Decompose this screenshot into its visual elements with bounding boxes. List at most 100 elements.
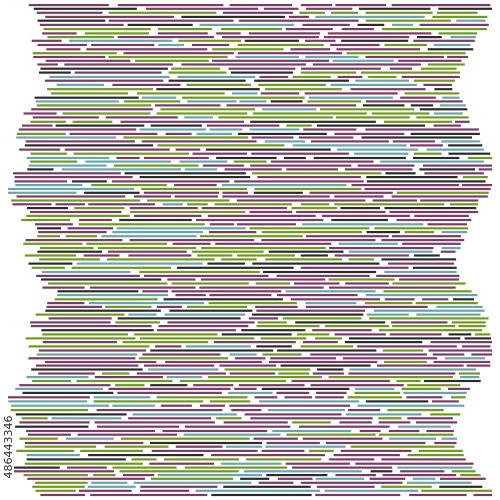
- stripe-line: [391, 4, 491, 7]
- stripe-line: [316, 485, 375, 488]
- stripe-line: [24, 441, 144, 445]
- stripe-line: [162, 203, 183, 206]
- stripe-line: [300, 71, 357, 74]
- stripe-line: [28, 433, 71, 436]
- stripe-line: [460, 474, 481, 477]
- stripe-line: [158, 325, 249, 328]
- stripe-line: [117, 391, 222, 394]
- stripe-line: [433, 43, 471, 47]
- stripe-line: [439, 477, 486, 480]
- stripe-line: [150, 349, 274, 352]
- stripe-line: [438, 7, 492, 10]
- stripe-line: [426, 148, 484, 151]
- stripe-line: [167, 321, 255, 324]
- stripe-line: [404, 231, 434, 234]
- stripe-line: [382, 28, 487, 31]
- stripe-line: [184, 466, 288, 469]
- stripe-line: [404, 92, 460, 95]
- stripe-line: [36, 353, 138, 356]
- stripe-line: [25, 140, 135, 143]
- stripe-line: [320, 108, 415, 111]
- stripe-line: [49, 75, 170, 79]
- stripe-line: [407, 454, 464, 457]
- stripe-line: [389, 333, 442, 336]
- stripe-line: [25, 337, 136, 340]
- stripe-line: [422, 298, 449, 301]
- stripe-line: [330, 43, 380, 47]
- stripe-line: [27, 168, 54, 171]
- stripe-line: [341, 28, 374, 31]
- stripe-line: [432, 353, 465, 356]
- stripe-line: [36, 104, 152, 107]
- stripe-line: [392, 282, 466, 285]
- stripe-line: [51, 417, 122, 420]
- stripe-line: [284, 396, 313, 399]
- stripe-line: [16, 136, 117, 139]
- stripe-line: [156, 112, 248, 115]
- stripe-line: [221, 258, 257, 261]
- stripe-line: [199, 286, 324, 289]
- stripe-line: [167, 278, 196, 281]
- stripe-line: [42, 286, 85, 289]
- stripe-line: [448, 152, 491, 155]
- stripe-line: [128, 313, 157, 316]
- stripe-line: [184, 425, 291, 428]
- stripe-line: [345, 282, 389, 285]
- stripe-line: [416, 116, 469, 119]
- stripe-line: [157, 28, 212, 31]
- stripe-line: [196, 132, 232, 135]
- stripe-line: [266, 474, 328, 477]
- stripe-line: [101, 235, 197, 238]
- stripe-line: [262, 270, 377, 274]
- stripe-line: [48, 282, 168, 285]
- stripe-line: [108, 387, 231, 390]
- stripe-line: [309, 191, 393, 194]
- stripe-line: [276, 391, 310, 394]
- stripe-line: [473, 493, 492, 497]
- stripe-line: [209, 128, 243, 131]
- stripe-line: [93, 474, 116, 477]
- stripe-line: [391, 235, 461, 238]
- stripe-line: [37, 227, 62, 230]
- stripe-line: [335, 4, 386, 7]
- stripe-line: [347, 396, 402, 399]
- stripe-line: [350, 445, 455, 448]
- stripe-line: [144, 156, 209, 160]
- stripe-line: [434, 88, 453, 91]
- stripe-line: [179, 379, 286, 383]
- stripe-line: [324, 325, 390, 328]
- stripe-line: [365, 400, 429, 403]
- stripe-line: [426, 429, 454, 433]
- stripe-line: [140, 485, 218, 488]
- stripe-line: [407, 417, 453, 420]
- stripe-line: [348, 258, 375, 261]
- stripe-line: [21, 218, 71, 222]
- stripe-line: [31, 39, 62, 42]
- stripe-line: [37, 43, 87, 47]
- stripe-line: [209, 223, 235, 226]
- stripe-line: [253, 191, 303, 194]
- stripe-line: [381, 485, 432, 488]
- stripe-line: [364, 302, 413, 305]
- stripe-line: [122, 341, 209, 344]
- stripe-line: [364, 187, 491, 191]
- stripe-line: [357, 345, 457, 348]
- stripe-line: [104, 445, 169, 448]
- stripe-line: [149, 462, 215, 465]
- stripe-line: [84, 32, 149, 35]
- stripe-line: [391, 321, 448, 324]
- stripe-line: [229, 404, 351, 407]
- stripe-line: [451, 470, 476, 473]
- stripe-line: [257, 176, 361, 179]
- stripe-line: [451, 321, 486, 324]
- stripe-line: [201, 247, 326, 250]
- stripe-line: [138, 357, 228, 360]
- stripe-line: [233, 160, 267, 163]
- stripe-line: [90, 493, 208, 497]
- stripe-line: [458, 325, 486, 328]
- stripe-line: [41, 329, 154, 332]
- stripe-line: [39, 258, 100, 261]
- stripe-line: [305, 7, 353, 10]
- stripe-line: [209, 400, 251, 403]
- stripe-line: [423, 164, 492, 167]
